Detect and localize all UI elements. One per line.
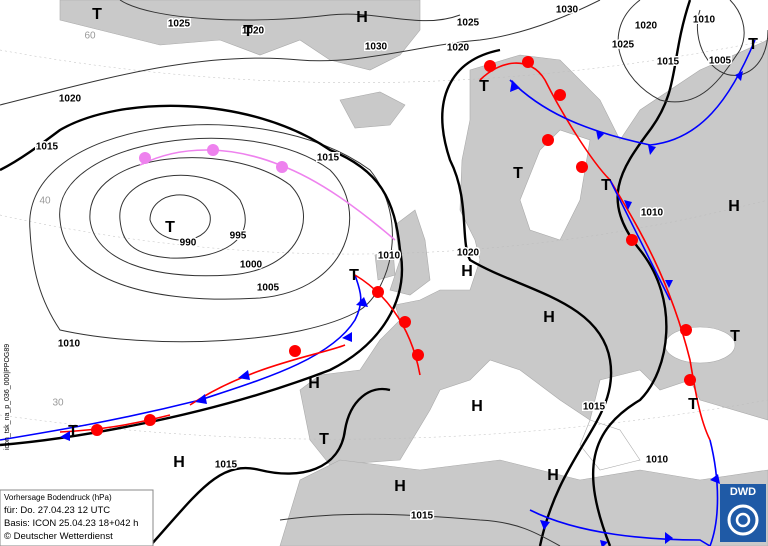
isobar-label: 1025 [168, 19, 191, 30]
isobar-label: 1000 [240, 260, 263, 271]
pressure-center: T [243, 23, 253, 40]
isobar-label: 1015 [411, 511, 434, 522]
isobar [0, 104, 404, 447]
isobar-label: 1005 [709, 56, 732, 67]
pressure-center: H [471, 398, 483, 415]
latitude-label: 30 [52, 398, 64, 409]
isobar [119, 174, 246, 259]
latitude-label: 60 [84, 31, 96, 42]
isobar [591, 0, 692, 546]
pressure-center: H [394, 478, 406, 495]
isobar-label: 1020 [457, 248, 480, 259]
pressure-center: T [319, 431, 329, 448]
front-symbols [60, 56, 743, 546]
pressure-center: H [543, 309, 555, 326]
isobar-label: 1015 [657, 57, 680, 68]
isobar-label: 1010 [378, 251, 401, 262]
pressure-center: T [165, 219, 175, 236]
pressure-center: T [479, 78, 489, 95]
isobar [279, 513, 561, 546]
pressure-center: H [461, 263, 473, 280]
isobar-label: 1025 [612, 40, 635, 51]
isobar-label: 1015 [215, 460, 238, 471]
pressure-center: T [92, 6, 102, 23]
isobar-label: 990 [180, 238, 197, 249]
pressure-center: T [730, 328, 740, 345]
isobar [441, 48, 613, 546]
isobar-label: 1025 [457, 18, 480, 29]
isobar-label: 1020 [447, 43, 470, 54]
pressure-center: T [601, 177, 611, 194]
cold-front [0, 274, 362, 441]
graticule [0, 39, 768, 440]
pressure-center: T [688, 396, 698, 413]
isobar-label: 1015 [36, 142, 59, 153]
latitude-label: 40 [39, 196, 51, 207]
cold-front [529, 179, 719, 546]
isobar [149, 387, 391, 546]
pressure-center: T [68, 423, 78, 440]
isobar [617, 0, 745, 103]
isobar-label: 1010 [646, 455, 669, 466]
pressure-center: H [173, 454, 185, 471]
pressure-center: H [728, 198, 740, 215]
info-base: Basis: ICON 25.04.23 18+042 h [4, 518, 138, 529]
info-copyright: © Deutscher Wetterdienst [4, 531, 113, 542]
warm-front [59, 344, 346, 433]
isobar [59, 137, 351, 300]
pressure-center: H [308, 375, 320, 392]
logo-text: DWD [730, 486, 756, 498]
info-box-frame [0, 489, 154, 546]
isobar-label: 1010 [693, 15, 716, 26]
isobar-label: 1010 [58, 339, 81, 350]
isobar [119, 0, 461, 22]
product-code: icon_tsk_na_p_036_000|PPOG89 [4, 344, 11, 450]
isobar-label: 1030 [556, 5, 579, 16]
info-title: Vorhersage Bodendruck (hPa) [4, 493, 112, 502]
pressure-center: T [349, 267, 359, 284]
dwd-logo: DWD [720, 484, 766, 542]
info-valid: für: Do. 27.04.23 12 UTC [4, 505, 110, 516]
pressure-center: H [356, 9, 368, 26]
info-box: Vorhersage Bodendruck (hPa) für: Do. 27.… [0, 489, 154, 546]
pressure-center: H [547, 467, 559, 484]
isobar [0, 0, 601, 106]
pressure-center: T [513, 165, 523, 182]
isobar-label: 1015 [317, 153, 340, 164]
isobar-label: 1005 [257, 283, 280, 294]
isobar-label: 995 [230, 231, 247, 242]
isobar [149, 194, 211, 241]
isobar-label: 1030 [365, 42, 388, 53]
isobar-label: 1020 [242, 26, 265, 37]
isobar-label: 1020 [59, 94, 82, 105]
pressure-center: T [748, 36, 758, 53]
isobar-label: 1020 [635, 21, 658, 32]
cold-front [509, 39, 756, 146]
isobar-label: 1010 [641, 208, 664, 219]
isobar-label: 1015 [583, 402, 606, 413]
